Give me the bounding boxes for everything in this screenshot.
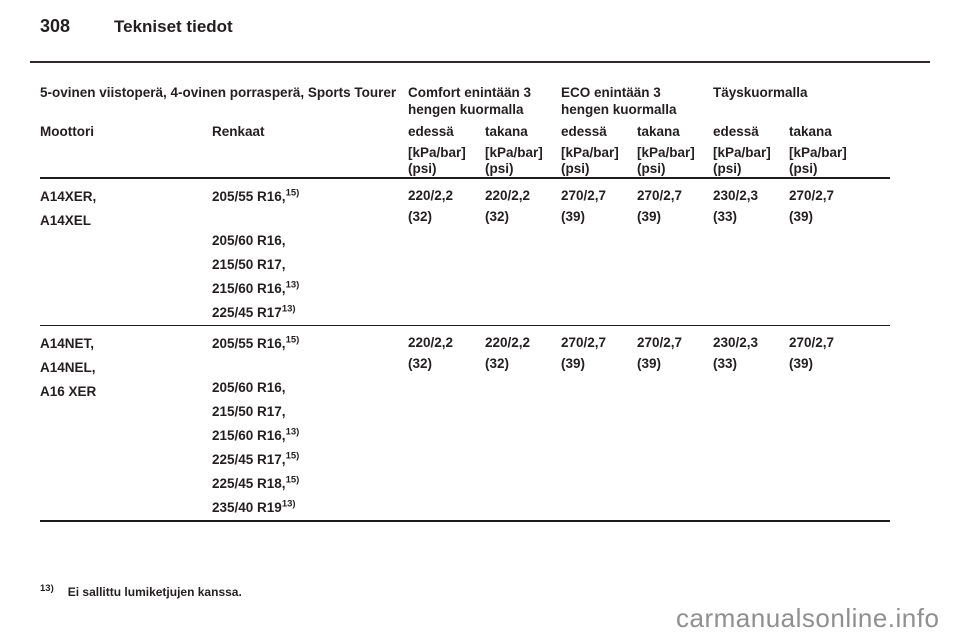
group-header-full-load: Täyskuormalla	[713, 85, 808, 100]
footnote-ref: 15)	[285, 334, 300, 346]
pressure-value-cell: 270/2,7 (39)	[789, 188, 835, 224]
footnote-ref: 13)	[281, 498, 296, 510]
pressure-value-cell: 220/2,2 (32)	[485, 335, 531, 371]
engine-list: A14NET, A14NEL, A16 XER	[40, 332, 212, 520]
col-header-rear: takana	[789, 124, 832, 139]
unit-header: [kPa/bar] (psi)	[637, 145, 695, 176]
engine-code: A14NET,	[40, 336, 95, 351]
tyre-size: 205/60 R16,	[212, 380, 286, 395]
col-header-front: edessä	[561, 124, 607, 139]
section-title: Tekniset tiedot	[114, 17, 233, 36]
col-header-rear: takana	[485, 124, 528, 139]
footnote-ref: 13)	[285, 279, 300, 291]
table-group-header-row: 5-ovinen viistoperä, 4-ovinen porrasperä…	[40, 84, 890, 118]
tyre-size: 215/60 R16,13)	[212, 279, 300, 296]
header-divider	[30, 61, 930, 63]
tyre-size: 215/50 R17,	[212, 404, 286, 419]
unit-header: [kPa/bar] (psi)	[408, 145, 466, 176]
footnote-marker: 13)	[40, 583, 54, 594]
footnote: 13) Ei sallittu lumiketjujen kanssa.	[40, 583, 242, 599]
tyre-size: 205/55 R16,15)	[212, 187, 300, 204]
table-row: A14NET, A14NEL, A16 XER 205/55 R16,15) 2…	[40, 326, 890, 520]
table-row-divider	[40, 325, 890, 326]
col-header-rear: takana	[637, 124, 680, 139]
table-column-header-row: Moottori Renkaat edessä takana edessä ta…	[40, 124, 890, 140]
group-header-comfort: Comfort enintään 3 hengen kuormalla	[408, 85, 532, 117]
footnote-ref: 15)	[285, 187, 300, 199]
unit-header: [kPa/bar] (psi)	[485, 145, 543, 176]
footnote-ref: 13)	[285, 426, 300, 438]
col-header-engine: Moottori	[40, 124, 94, 139]
pressure-value-cell: 220/2,2 (32)	[408, 335, 454, 371]
engine-code: A14NEL,	[40, 360, 96, 375]
table-header-rule	[40, 177, 890, 179]
group-header-body-style: 5-ovinen viistoperä, 4-ovinen porrasperä…	[40, 85, 397, 100]
unit-header: [kPa/bar] (psi)	[789, 145, 847, 176]
table-row: A14XER, A14XEL 205/55 R16,15) 205/60 R16…	[40, 179, 890, 325]
pressure-value-cell: 270/2,7 (39)	[637, 335, 683, 371]
footnote-ref: 15)	[285, 450, 300, 462]
pressure-value-cell: 230/2,3 (33)	[713, 335, 759, 371]
tyre-list: 205/55 R16,15) 205/60 R16, 215/50 R17, 2…	[212, 185, 408, 325]
watermark: carmanualsonline.info	[676, 603, 940, 633]
engine-code: A14XEL	[40, 213, 92, 228]
tyre-size: 225/45 R1713)	[212, 303, 296, 320]
pressure-value-cell: 270/2,7 (39)	[561, 188, 607, 224]
col-header-tyres: Renkaat	[212, 124, 265, 139]
group-header-eco: ECO enintään 3 hengen kuormalla	[561, 85, 677, 117]
tyre-size: 205/60 R16,	[212, 233, 286, 248]
col-header-front: edessä	[408, 124, 454, 139]
tyre-pressure-table: 5-ovinen viistoperä, 4-ovinen porrasperä…	[40, 84, 890, 522]
tyre-size: 205/55 R16,15)	[212, 334, 300, 351]
pressure-value-cell: 270/2,7 (39)	[561, 335, 607, 371]
pressure-value-cell: 230/2,3 (33)	[713, 188, 759, 224]
unit-header: [kPa/bar] (psi)	[561, 145, 619, 176]
col-header-front: edessä	[713, 124, 759, 139]
table-bottom-rule	[40, 520, 890, 522]
engine-code: A16 XER	[40, 384, 97, 399]
engine-code: A14XER,	[40, 189, 97, 204]
table-units-row: [kPa/bar] (psi) [kPa/bar] (psi) [kPa/bar…	[40, 145, 890, 177]
tyre-size: 225/45 R18,15)	[212, 474, 300, 491]
pressure-value-cell: 220/2,2 (32)	[485, 188, 531, 224]
pressure-value-cell: 220/2,2 (32)	[408, 188, 454, 224]
tyre-size: 215/60 R16,13)	[212, 426, 300, 443]
tyre-list: 205/55 R16,15) 205/60 R16, 215/50 R17, 2…	[212, 332, 408, 520]
unit-header: [kPa/bar] (psi)	[713, 145, 771, 176]
footnote-ref: 15)	[285, 474, 300, 486]
pressure-value-cell: 270/2,7 (39)	[637, 188, 683, 224]
engine-list: A14XER, A14XEL	[40, 185, 212, 325]
tyre-size: 225/45 R17,15)	[212, 450, 300, 467]
footnote-text: Ei sallittu lumiketjujen kanssa.	[67, 585, 242, 599]
page-number: 308	[40, 16, 71, 36]
footnote-ref: 13)	[281, 303, 296, 315]
tyre-size: 235/40 R1913)	[212, 498, 296, 515]
tyre-size: 215/50 R17,	[212, 257, 286, 272]
pressure-value-cell: 270/2,7 (39)	[789, 335, 835, 371]
